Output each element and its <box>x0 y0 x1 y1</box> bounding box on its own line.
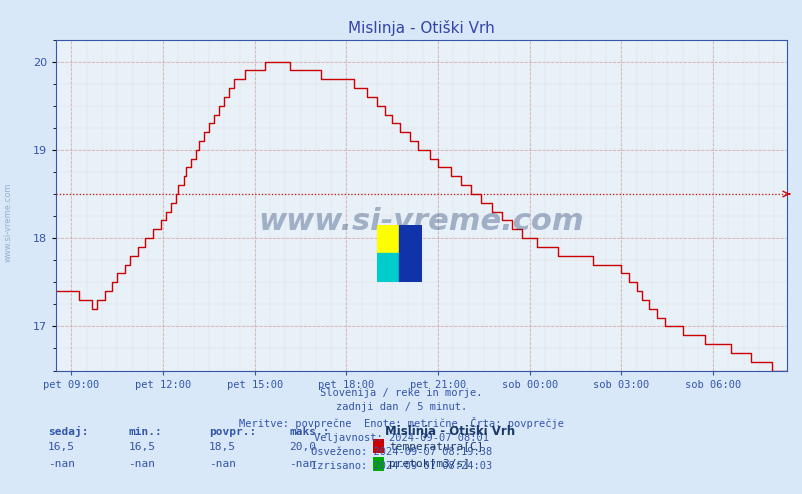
Text: 18,5: 18,5 <box>209 442 236 452</box>
Text: www.si-vreme.com: www.si-vreme.com <box>4 183 13 262</box>
Text: sedaj:: sedaj: <box>48 426 88 437</box>
Text: povpr.:: povpr.: <box>209 427 256 437</box>
Text: -nan: -nan <box>48 459 75 469</box>
Text: 20,0: 20,0 <box>289 442 316 452</box>
Text: -nan: -nan <box>209 459 236 469</box>
Bar <box>377 253 399 282</box>
Text: maks.:: maks.: <box>289 427 329 437</box>
Bar <box>377 225 399 253</box>
Text: -nan: -nan <box>289 459 316 469</box>
Polygon shape <box>399 225 421 282</box>
Text: 16,5: 16,5 <box>48 442 75 452</box>
Title: Mislinja - Otiški Vrh: Mislinja - Otiški Vrh <box>348 20 494 36</box>
Text: min.:: min.: <box>128 427 162 437</box>
Text: temperatura[C]: temperatura[C] <box>389 442 484 452</box>
Text: pretok[m3/s]: pretok[m3/s] <box>389 459 470 469</box>
Text: 16,5: 16,5 <box>128 442 156 452</box>
Text: www.si-vreme.com: www.si-vreme.com <box>258 207 584 236</box>
Text: Mislinja - Otiški Vrh: Mislinja - Otiški Vrh <box>385 425 515 438</box>
Text: -nan: -nan <box>128 459 156 469</box>
Text: Slovenija / reke in morje.
zadnji dan / 5 minut.
Meritve: povprečne  Enote: metr: Slovenija / reke in morje. zadnji dan / … <box>239 388 563 471</box>
